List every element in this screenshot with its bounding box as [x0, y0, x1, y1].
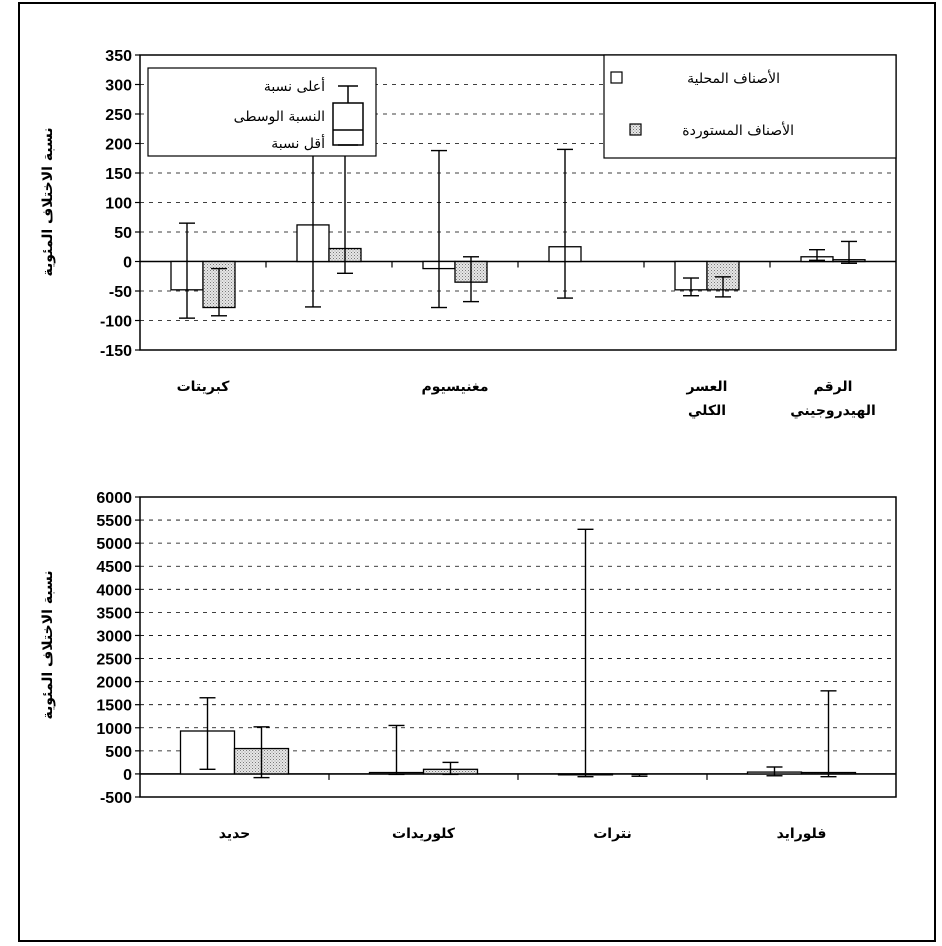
y-tick-label: 0 [123, 255, 132, 272]
legend-label-imported: الأصناف المستوردة [682, 121, 794, 139]
chart-2: 6000550050004500400035003000250020001500… [40, 490, 897, 842]
category-label: العسر [686, 379, 728, 395]
category-label: الرقم [814, 379, 853, 395]
y-tick-label: -150 [100, 343, 132, 360]
y-tick-label: 3000 [96, 628, 132, 645]
y-tick-label: 250 [105, 107, 132, 124]
series-legend [603, 54, 897, 159]
y-tick-label: 200 [105, 137, 132, 154]
box-legend-low: أقل نسبة [271, 134, 325, 152]
y-tick-label: 150 [105, 166, 132, 183]
y-tick-label: 5000 [96, 536, 132, 553]
y-tick-label: 100 [105, 196, 132, 213]
box-legend-high: أعلى نسبة [264, 77, 325, 95]
category-label: نترات [593, 826, 632, 842]
category-label: كلوريدات [392, 826, 456, 842]
y-tick-label: 500 [105, 744, 132, 761]
y-tick-label: 0 [123, 767, 132, 784]
box-legend-box [332, 102, 364, 146]
category-label: الهيدروجيني [790, 403, 876, 419]
y-tick-label: 4000 [96, 582, 132, 599]
y-tick-label: 1000 [96, 721, 132, 738]
legend-swatch-imported [629, 123, 642, 136]
y-tick-label: 2500 [96, 652, 132, 669]
category-label: الكلي [688, 403, 726, 419]
y-tick-label: -50 [109, 284, 132, 301]
y-tick-label: -500 [100, 790, 132, 807]
y-tick-label: 2000 [96, 675, 132, 692]
category-label: فلوراید [777, 826, 827, 842]
box-legend-mid: النسبة الوسطى [234, 109, 325, 125]
plot-area-2 [139, 496, 897, 798]
y-tick-label: 4500 [96, 559, 132, 576]
legend-swatch-local [610, 71, 623, 84]
category-label: حديد [219, 826, 251, 842]
legend-label-local: الأصناف المحلية [687, 69, 780, 87]
y-axis-label-2: نسبة الاختلاف المئوية [40, 570, 56, 719]
y-axis-label-1: نسبة الاختلاف المئوية [40, 127, 56, 276]
y-tick-label: 3500 [96, 605, 132, 622]
category-label: كبريتات [177, 379, 231, 395]
chart-1: 350 300 250 200 150 100 50 0 -50 -100 -150 كبريتات… [40, 48, 897, 419]
y-tick-label: 1500 [96, 698, 132, 715]
y-tick-label: 6000 [96, 490, 132, 507]
y-tick-label: -100 [100, 314, 132, 331]
category-label: مغنيسيوم [422, 379, 489, 395]
y-tick-label: 5500 [96, 513, 132, 530]
y-tick-label: 50 [114, 225, 132, 242]
y-tick-label: 300 [105, 78, 132, 95]
y-tick-label: 350 [105, 48, 132, 65]
